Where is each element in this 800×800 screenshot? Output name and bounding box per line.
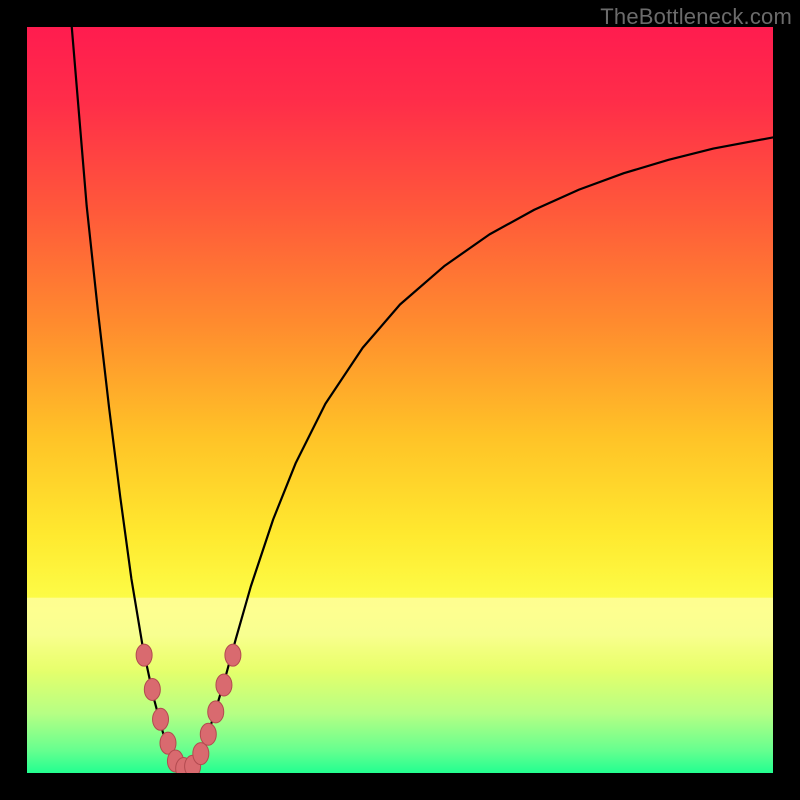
watermark-text: TheBottleneck.com — [600, 4, 792, 30]
chart-frame: TheBottleneck.com — [0, 0, 800, 800]
bottleneck-chart — [0, 0, 800, 800]
